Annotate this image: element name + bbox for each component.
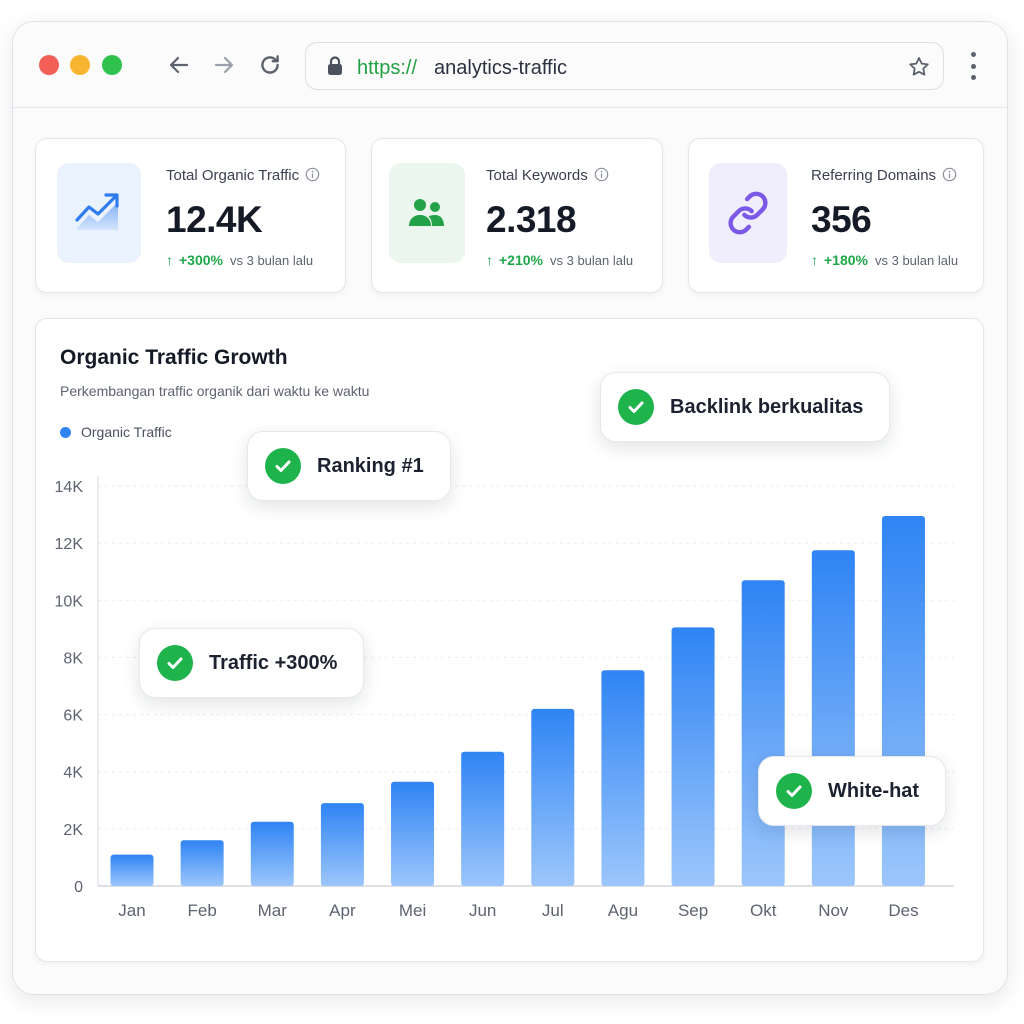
- browser-toolbar: https:// analytics-traffic: [13, 22, 1007, 108]
- stat-card-keywords: Total Keywords 2.318 ↑ +210% vs 3 bulan la…: [371, 138, 663, 293]
- badge-label: Backlink berkualitas: [670, 395, 864, 418]
- bar-sep: [671, 627, 715, 886]
- y-tick-label: 2K: [63, 822, 83, 839]
- check-circle-icon: [157, 645, 193, 681]
- lock-icon: [326, 56, 344, 81]
- bar-feb: [180, 840, 224, 886]
- badge-label: White-hat: [828, 779, 920, 802]
- x-tick-label: Jun: [469, 901, 496, 920]
- url-scheme: https://: [357, 57, 418, 79]
- x-tick-label: Jul: [542, 901, 564, 920]
- stat-value: 2.318: [486, 199, 577, 240]
- stat-icon-box: [57, 163, 141, 263]
- stat-value: 12.4K: [166, 199, 263, 240]
- url-host: analytics-traffic: [434, 57, 568, 79]
- y-tick-label: 14K: [55, 479, 84, 496]
- bar-jan: [110, 854, 154, 886]
- stat-card-organic-traffic: Total Organic Traffic 12.4K ↑ +300% vs 3 b…: [35, 138, 346, 293]
- legend-dot: [60, 426, 71, 438]
- address-bar[interactable]: https:// analytics-traffic: [305, 42, 944, 90]
- stat-change: ↑ +210% vs 3 bulan lalu: [486, 252, 634, 268]
- link-icon: [728, 191, 768, 235]
- stat-value: 356: [811, 199, 872, 240]
- stat-icon-box: [389, 163, 465, 263]
- y-tick-label: 6K: [63, 708, 83, 725]
- bar-mar: [250, 821, 294, 886]
- legend-label: Organic Traffic: [81, 424, 172, 440]
- stat-label: Total Keywords: [486, 167, 609, 186]
- arrow-up-icon: ↑: [166, 252, 173, 268]
- arrow-up-icon: ↑: [811, 252, 818, 268]
- x-tick-label: Mei: [399, 901, 426, 920]
- badge-backlink: Backlink berkualitas: [600, 372, 891, 442]
- info-icon[interactable]: [942, 167, 957, 186]
- bar-okt: [741, 580, 785, 886]
- stat-label: Total Organic Traffic: [166, 167, 320, 186]
- browser-menu-icon[interactable]: [965, 52, 981, 80]
- badge-label: Traffic +300%: [209, 651, 338, 674]
- bar-nov: [811, 550, 855, 886]
- reload-icon: [261, 55, 279, 74]
- x-tick-label: Mar: [258, 901, 288, 920]
- check-circle-icon: [776, 773, 812, 809]
- minimize-window-button[interactable]: [70, 55, 90, 75]
- y-tick-label: 12K: [55, 536, 84, 553]
- check-circle-icon: [618, 389, 654, 425]
- browser-window: https:// analytics-traffic: [12, 21, 1008, 995]
- check-circle-icon: [265, 448, 301, 484]
- bar-agu: [601, 670, 645, 886]
- bar-apr: [320, 803, 364, 886]
- bookmark-star-icon[interactable]: [907, 55, 931, 84]
- x-tick-label: Feb: [187, 901, 216, 920]
- stat-change: ↑ +300% vs 3 bulan lalu: [166, 252, 314, 268]
- y-tick-label: 8K: [63, 650, 83, 667]
- chart-legend: Organic Traffic: [60, 424, 172, 440]
- stat-change: ↑ +180% vs 3 bulan lalu: [811, 252, 959, 268]
- info-icon[interactable]: [305, 167, 320, 186]
- x-tick-label: Nov: [818, 901, 849, 920]
- badge-whitehat: White-hat: [758, 756, 947, 826]
- back-button[interactable]: [164, 50, 194, 80]
- x-tick-label: Okt: [750, 901, 777, 920]
- chart-title: Organic Traffic Growth: [60, 346, 288, 369]
- chart-subtitle: Perkembangan traffic organik dari waktu …: [60, 383, 370, 399]
- y-tick-label: 0: [74, 879, 83, 896]
- forward-button[interactable]: [209, 50, 239, 80]
- badge-label: Ranking #1: [317, 454, 424, 477]
- y-tick-label: 4K: [63, 765, 83, 782]
- arrow-left-icon: [169, 56, 189, 74]
- arrow-up-icon: ↑: [486, 252, 493, 268]
- bar-des: [881, 516, 925, 886]
- close-window-button[interactable]: [39, 55, 59, 75]
- x-tick-label: Agu: [608, 901, 638, 920]
- x-tick-label: Sep: [678, 901, 708, 920]
- badge-traffic: Traffic +300%: [139, 628, 365, 698]
- stat-card-referring-domains: Referring Domains 356 ↑ +180% vs 3 bulan l…: [688, 138, 984, 293]
- badge-ranking: Ranking #1: [247, 431, 451, 501]
- y-tick-label: 10K: [55, 593, 84, 610]
- bar-mei: [391, 781, 435, 886]
- x-tick-label: Des: [888, 901, 918, 920]
- info-icon[interactable]: [594, 167, 609, 186]
- arrow-right-icon: [214, 56, 234, 74]
- users-icon: [409, 199, 444, 226]
- bar-jun: [461, 751, 505, 886]
- bar-jul: [531, 708, 575, 886]
- reload-button[interactable]: [255, 50, 285, 80]
- maximize-window-button[interactable]: [102, 55, 122, 75]
- x-tick-label: Jan: [118, 901, 145, 920]
- stat-icon-box: [709, 163, 787, 263]
- stat-label: Referring Domains: [811, 167, 957, 186]
- trending-up-icon: [75, 193, 119, 230]
- x-tick-label: Apr: [329, 901, 356, 920]
